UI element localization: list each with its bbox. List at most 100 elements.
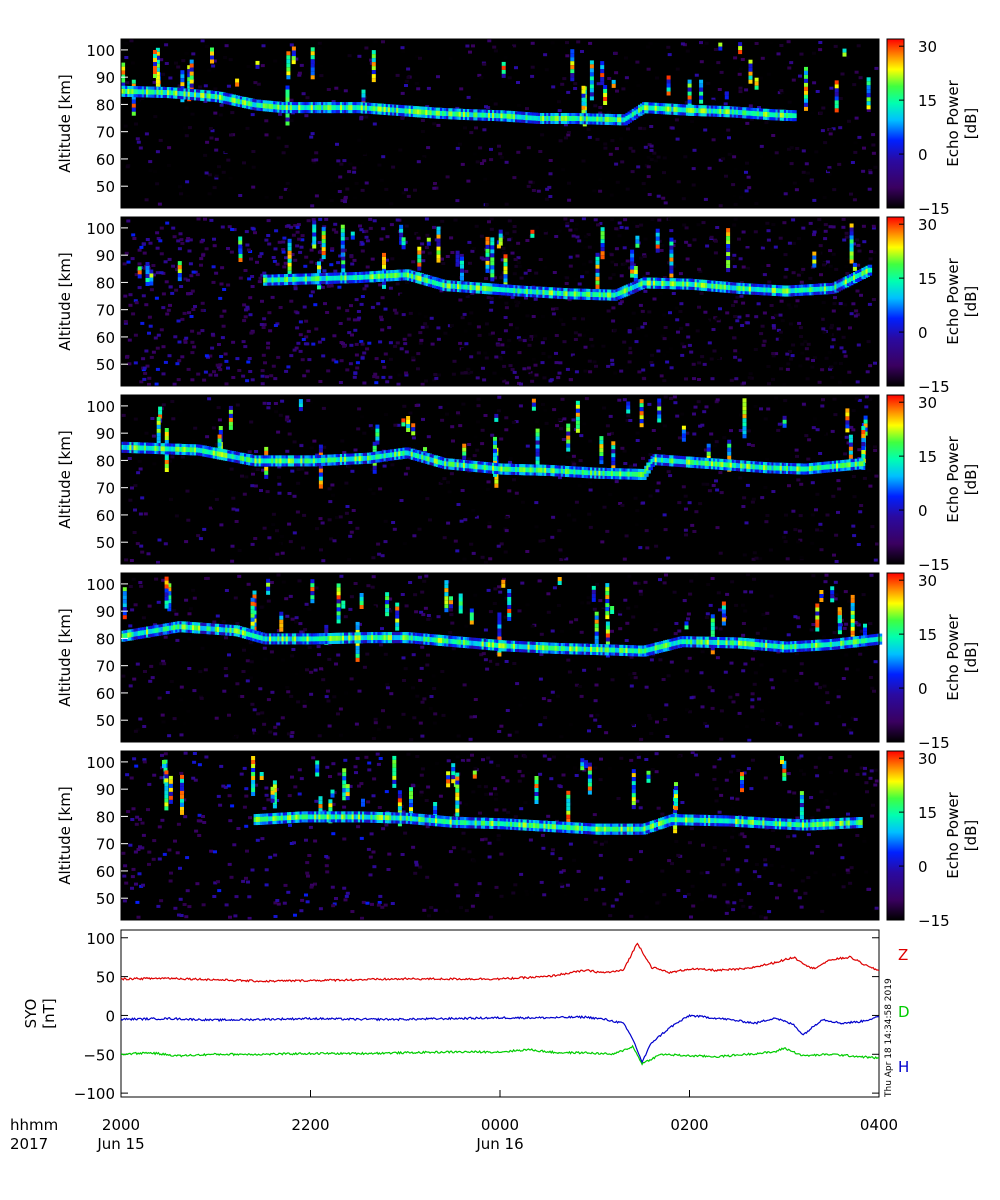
y-tick-label: 100 xyxy=(86,754,115,772)
y-tick-label: 60 xyxy=(96,329,115,347)
heatmap-streaks xyxy=(162,755,804,834)
colorbar-unit: [dB] xyxy=(962,286,980,318)
colorbar-tick-label: 0 xyxy=(918,680,928,698)
colorbar-tick-label: −15 xyxy=(918,378,950,396)
year-label: 2017 xyxy=(10,1135,48,1153)
y-tick-label: 70 xyxy=(96,836,115,854)
x-tick-label: 2000 xyxy=(102,1116,140,1134)
colorbar: 30 15 0 −15 Echo Power [dB] xyxy=(886,750,980,930)
colorbar-tick-label: 0 xyxy=(918,146,928,164)
colorbar: 30 15 0 −15 Echo Power [dB] xyxy=(886,216,980,396)
panel-frame xyxy=(120,216,880,387)
echo-panel-1: 50 60 70 80 90 100 Altitude [km] 30 15 0 −15 Echo P… xyxy=(56,38,980,218)
y-axis-label: SYO xyxy=(22,999,40,1029)
y-tick-label: 70 xyxy=(96,302,115,320)
colorbar-label: Echo Power xyxy=(944,435,962,522)
y-tick-label: 50 xyxy=(96,178,115,196)
y-axis-unit: [nT] xyxy=(40,998,58,1028)
colorbar-tick-label: −15 xyxy=(918,734,950,752)
colorbar-tick-label: 15 xyxy=(918,448,937,466)
plot-timestamp: Thu Apr 18 14:34:58 2019 xyxy=(884,978,894,1098)
legend-d: D xyxy=(898,1003,910,1021)
colorbar-tick-label: −15 xyxy=(918,556,950,574)
y-tick-label: 80 xyxy=(96,630,115,648)
echo-layer xyxy=(253,811,863,835)
colorbar-tick-label: 15 xyxy=(918,92,937,110)
colorbar-scale xyxy=(886,38,905,209)
y-axis-label: Altitude [km] xyxy=(56,74,74,172)
y-tick-label: 100 xyxy=(86,930,115,948)
colorbar-scale xyxy=(886,394,905,565)
y-tick-label: 0 xyxy=(105,1007,115,1025)
y-axis-label: Altitude [km] xyxy=(56,252,74,350)
echo-layer xyxy=(121,441,864,480)
y-tick-label: 70 xyxy=(96,480,115,498)
y-tick-label: 80 xyxy=(96,452,115,470)
colorbar: 30 15 0 −15 Echo Power [dB] xyxy=(886,394,980,574)
colorbar-scale xyxy=(886,572,905,743)
y-tick-label: 80 xyxy=(96,808,115,826)
y-tick-label: 100 xyxy=(86,576,115,594)
y-tick-label: 70 xyxy=(96,658,115,676)
y-tick-label: 100 xyxy=(86,42,115,60)
colorbar-tick-label: 30 xyxy=(918,216,937,234)
series-line-z xyxy=(120,942,880,983)
y-tick-label: 60 xyxy=(96,151,115,169)
y-tick-label: 50 xyxy=(96,356,115,374)
colorbar-tick-label: 30 xyxy=(918,394,937,412)
heatmap-streaks xyxy=(156,398,868,489)
echo-layer xyxy=(121,621,883,657)
colorbar-tick-label: 0 xyxy=(918,324,928,342)
colorbar-tick-label: −15 xyxy=(918,912,950,930)
y-axis-label: Altitude [km] xyxy=(56,786,74,884)
y-tick-label: 100 xyxy=(86,398,115,416)
y-tick-label: −50 xyxy=(83,1046,115,1064)
colorbar-unit: [dB] xyxy=(962,108,980,140)
magnetometer-panel: 100 50 0 −50 −100 SYO [nT] Z D H Thu Apr 18 14:34:… xyxy=(22,929,910,1103)
echo-panel-2: 50 60 70 80 90 100 Altitude [km] 30 15 0 −15 Echo P… xyxy=(56,216,980,396)
panel-frame xyxy=(120,750,880,921)
colorbar: 30 15 0 −15 Echo Power [dB] xyxy=(886,572,980,752)
x-tick-label: 0400 xyxy=(860,1116,898,1134)
y-tick-label: 90 xyxy=(96,247,115,265)
heatmap-noise xyxy=(121,751,879,920)
colorbar-scale xyxy=(886,750,905,921)
colorbar-tick-label: 30 xyxy=(918,38,937,56)
colorbar-tick-label: 30 xyxy=(918,750,937,768)
y-tick-label: 90 xyxy=(96,425,115,443)
y-tick-label: 100 xyxy=(86,220,115,238)
y-tick-label: 50 xyxy=(96,890,115,908)
colorbar-tick-label: 30 xyxy=(918,572,937,590)
colorbar-tick-label: 0 xyxy=(918,858,928,876)
y-tick-label: 50 xyxy=(96,534,115,552)
y-tick-label: 90 xyxy=(96,603,115,621)
y-tick-label: 60 xyxy=(96,863,115,881)
y-tick-label: 50 xyxy=(96,712,115,730)
colorbar: 30 15 0 −15 Echo Power [dB] xyxy=(886,38,980,218)
x-tick-label: 0200 xyxy=(670,1116,708,1134)
series-line-h xyxy=(120,1013,880,1064)
y-tick-label: 70 xyxy=(96,124,115,142)
echo-layer xyxy=(263,264,873,301)
legend-z: Z xyxy=(898,946,908,964)
echo-panel-4: 50 60 70 80 90 100 Altitude [km] 30 15 0 −15 Echo P… xyxy=(56,572,980,752)
colorbar-tick-label: 15 xyxy=(918,270,937,288)
panel-frame xyxy=(120,572,880,743)
series-line-d xyxy=(120,1044,880,1066)
colorbar-tick-label: 15 xyxy=(918,804,937,822)
colorbar-unit: [dB] xyxy=(962,642,980,674)
y-tick-label: 50 xyxy=(96,969,115,987)
colorbar-unit: [dB] xyxy=(962,820,980,852)
colorbar-label: Echo Power xyxy=(944,79,962,166)
y-tick-label: 80 xyxy=(96,274,115,292)
heatmap-noise xyxy=(122,217,877,386)
colorbar-label: Echo Power xyxy=(944,613,962,700)
echo-layer xyxy=(121,85,797,126)
y-tick-label: 60 xyxy=(96,507,115,525)
time-axis-prefix: hhmm xyxy=(10,1116,58,1134)
y-axis-label: Altitude [km] xyxy=(56,608,74,706)
echo-panel-5: 50 60 70 80 90 100 Altitude [km] 30 15 0 −15 Echo P… xyxy=(56,750,980,930)
colorbar-tick-label: 15 xyxy=(918,626,937,644)
